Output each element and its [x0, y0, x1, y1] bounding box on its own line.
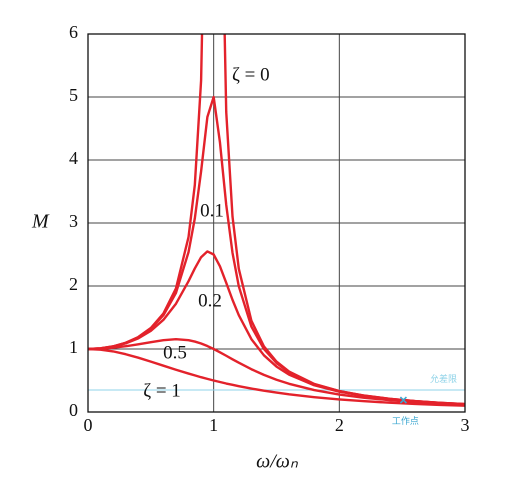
curve-label: 0.2: [198, 290, 222, 311]
curve-label: ζ = 1: [143, 380, 181, 401]
y-tick-label: 1: [69, 337, 78, 357]
marker-label: 工作点: [392, 415, 419, 426]
curve: [88, 250, 465, 406]
curve-label: 0.5: [163, 342, 187, 363]
y-tick-label: 3: [69, 211, 78, 231]
x-tick-label: 1: [209, 415, 218, 435]
y-tick-label: 0: [69, 400, 78, 420]
curve-label: ζ = 0: [232, 64, 270, 85]
curve: [88, 95, 465, 406]
y-tick-label: 5: [69, 85, 78, 105]
x-tick-label: 3: [461, 415, 470, 435]
x-axis-label: ω/ωₙ: [256, 451, 299, 473]
plot-frame: [87, 33, 466, 413]
y-axis-label: M: [31, 211, 50, 233]
reference-label: 允差限: [430, 373, 457, 384]
y-tick-label: 6: [69, 22, 78, 42]
x-tick-label: 0: [84, 415, 93, 435]
curve: [88, 338, 465, 406]
marker: [399, 396, 407, 404]
x-tick-label: 2: [335, 415, 344, 435]
y-tick-label: 4: [69, 148, 78, 168]
y-tick-label: 2: [69, 274, 78, 294]
curve-label: 0.1: [200, 200, 224, 221]
curve: [88, 347, 465, 407]
plot-lines: [88, 34, 465, 407]
